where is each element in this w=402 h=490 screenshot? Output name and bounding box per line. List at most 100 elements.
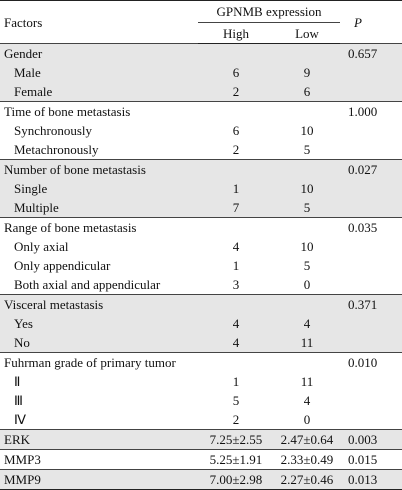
high-cell: 4 — [198, 333, 274, 353]
factor-cell: Gender — [0, 43, 198, 63]
factor-cell: Number of bone metastasis — [0, 159, 198, 179]
factor-cell: Multiple — [0, 198, 198, 218]
group-row: ERK 7.25±2.55 2.47±0.64 0.003 — [0, 429, 402, 450]
empty-cell — [340, 237, 402, 256]
empty-cell — [274, 43, 340, 63]
factor-cell: Visceral metastasis — [0, 294, 198, 314]
group-row: MMP3 5.25±1.91 2.33±0.49 0.015 — [0, 449, 402, 470]
empty-cell — [340, 198, 402, 218]
low-cell: 2.27±0.46 — [274, 469, 340, 490]
low-cell: 2.47±0.64 — [274, 429, 340, 450]
sub-row: Female 2 6 — [0, 82, 402, 102]
p-cell: 1.000 — [340, 101, 402, 121]
p-cell: 0.010 — [340, 352, 402, 372]
empty-cell — [340, 82, 402, 102]
low-cell: 6 — [274, 82, 340, 102]
low-cell: 10 — [300, 239, 314, 254]
empty-cell — [340, 391, 402, 410]
factor-cell: Ⅳ — [14, 412, 26, 427]
group-row: Range of bone metastasis 0.035 — [0, 217, 402, 237]
high-cell: 6 — [232, 123, 240, 138]
group-row: Number of bone metastasis 0.027 — [0, 159, 402, 179]
p-cell: 0.015 — [340, 449, 402, 470]
high-cell: 4 — [232, 239, 240, 254]
group-row: Visceral metastasis 0.371 — [0, 294, 402, 314]
empty-cell — [274, 352, 340, 372]
sub-row: No 4 11 — [0, 333, 402, 353]
empty-cell — [340, 333, 402, 353]
high-cell: 2 — [232, 142, 240, 157]
table-body: Gender 0.657 Male 6 9 Female 2 6 Time of bone me… — [0, 43, 402, 490]
empty-cell — [198, 101, 274, 121]
p-cell: 0.371 — [340, 294, 402, 314]
factor-cell: MMP9 — [0, 469, 198, 490]
empty-cell — [340, 121, 402, 140]
empty-cell — [198, 217, 274, 237]
empty-cell — [340, 179, 402, 198]
factor-cell: Metachronously — [14, 142, 99, 157]
p-cell: 0.003 — [340, 429, 402, 450]
empty-cell — [340, 275, 402, 295]
high-cell: 4 — [198, 314, 274, 333]
sub-row: Only appendicular 1 5 — [0, 256, 402, 275]
high-cell: 3 — [232, 277, 240, 292]
empty-cell — [274, 217, 340, 237]
empty-cell — [340, 372, 402, 391]
group-row: MMP9 7.00±2.98 2.27±0.46 0.013 — [0, 469, 402, 490]
high-cell: 1 — [198, 179, 274, 198]
header-row: Factors GPNMB expression P — [0, 0, 402, 44]
factor-cell: Both axial and appendicular — [14, 277, 161, 292]
low-cell: 0 — [303, 277, 311, 292]
empty-cell — [198, 43, 274, 63]
factor-cell: Ⅱ — [14, 374, 21, 389]
empty-cell — [198, 159, 274, 179]
high-cell: 7.00±2.98 — [198, 469, 274, 490]
factor-cell: ERK — [0, 429, 198, 450]
factor-cell: Single — [0, 179, 198, 198]
low-cell: 11 — [300, 374, 314, 389]
sub-row: Yes 4 4 — [0, 314, 402, 333]
low-cell: 5 — [274, 198, 340, 218]
header-cell: High — [198, 22, 274, 44]
header-row: High Low — [0, 22, 402, 44]
factor-cell: No — [0, 333, 198, 353]
empty-cell — [274, 101, 340, 121]
group-row: Fuhrman grade of primary tumor 0.010 — [0, 352, 402, 372]
header-cell: GPNMB expression — [198, 0, 340, 23]
sub-row: Ⅲ 5 4 — [0, 391, 402, 410]
factor-cell: Fuhrman grade of primary tumor — [0, 352, 198, 372]
high-cell: 1 — [232, 374, 240, 389]
p-cell: 0.013 — [340, 469, 402, 490]
low-cell: 5 — [303, 142, 311, 157]
empty-cell — [340, 314, 402, 333]
sub-row: Synchronously 6 10 — [0, 121, 402, 140]
factor-cell: Female — [0, 82, 198, 102]
empty-cell — [274, 294, 340, 314]
sub-row: Multiple 7 5 — [0, 198, 402, 218]
empty-cell — [340, 140, 402, 160]
sub-row: Male 6 9 — [0, 63, 402, 82]
header-cell: Factors — [0, 0, 198, 44]
group-row: Gender 0.657 — [0, 43, 402, 63]
high-cell: 6 — [198, 63, 274, 82]
p-cell: 0.035 — [340, 217, 402, 237]
empty-cell — [340, 410, 402, 430]
factor-cell: Time of bone metastasis — [0, 101, 198, 121]
low-cell: 4 — [274, 314, 340, 333]
high-cell: 7 — [198, 198, 274, 218]
header-cell: P — [340, 0, 402, 44]
factor-cell: Ⅲ — [14, 393, 23, 408]
high-cell: 2 — [198, 82, 274, 102]
high-cell: 5 — [232, 393, 240, 408]
low-cell: 0 — [303, 412, 311, 427]
factor-cell: Male — [0, 63, 198, 82]
factor-cell: Synchronously — [14, 123, 92, 138]
sub-row: Ⅱ 1 11 — [0, 372, 402, 391]
high-cell: 2 — [232, 412, 240, 427]
low-cell: 2.33±0.49 — [274, 449, 340, 470]
factor-cell: Range of bone metastasis — [0, 217, 198, 237]
low-cell: 10 — [300, 123, 314, 138]
table-header: Factors GPNMB expression P High Low — [0, 0, 402, 44]
